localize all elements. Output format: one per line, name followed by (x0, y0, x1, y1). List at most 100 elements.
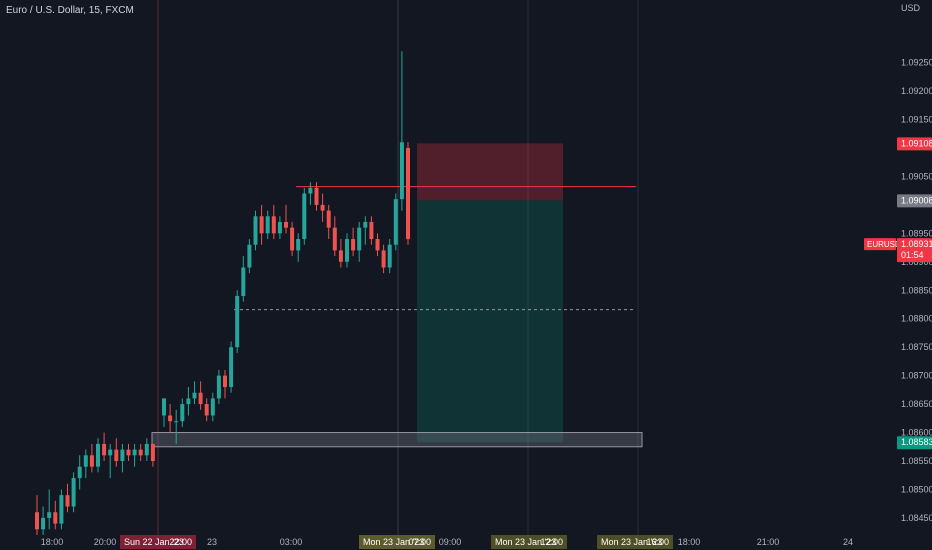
time-tick-label: 23 (207, 537, 217, 547)
candle (308, 182, 313, 205)
candle-body (59, 495, 64, 524)
candle (83, 449, 88, 479)
symbol-title: Euro / U.S. Dollar, 15, FXCM (6, 5, 134, 16)
candle-body (308, 187, 313, 194)
target-price-tag: 1.08583 (897, 436, 932, 450)
candle-body (302, 193, 307, 240)
candle (253, 210, 258, 251)
candle (210, 392, 215, 422)
candle (265, 210, 270, 240)
candle-body (174, 421, 179, 423)
candle (71, 472, 76, 513)
price-tick-label: 1.08550 (901, 456, 932, 466)
position-right-time-tag-date: Mon 23 Jan '23 (601, 537, 662, 547)
candle-body (96, 443, 100, 467)
candle-body (108, 449, 113, 456)
price-tick-label: 1.09050 (901, 171, 932, 181)
candle (369, 216, 374, 245)
candle (108, 443, 113, 479)
candle (235, 290, 240, 353)
stop-price-tag-bg (897, 137, 932, 151)
candle (387, 239, 392, 274)
candle-body (47, 512, 52, 518)
price-axis[interactable]: USD1.092501.092001.091501.090501.089501.… (864, 0, 932, 550)
target-price-tag-bg (897, 436, 932, 450)
candle (357, 221, 362, 262)
candle (241, 256, 246, 302)
candle (180, 398, 185, 427)
time-tick-label: 18:00 (678, 537, 701, 547)
position-left-time-tag-time: 12:00 (540, 537, 563, 547)
candle (186, 387, 191, 416)
stop-price-tag: 1.09108 (897, 137, 932, 151)
candle (126, 443, 131, 462)
candle-body (216, 375, 221, 399)
candle (345, 233, 349, 268)
candle-body (229, 347, 234, 388)
candle (138, 443, 143, 462)
position-left-time-tag-date: Mon 23 Jan '23 (495, 537, 556, 547)
chart-grid (157, 0, 639, 535)
price-tick-label: 1.08600 (901, 428, 932, 438)
candle-body (259, 216, 264, 234)
candle-body (387, 244, 392, 268)
position-right-time-tag-bg (597, 535, 673, 549)
candle-body (144, 443, 149, 456)
cursor-time-tag-bg (359, 535, 435, 549)
price-tick-label: 1.08850 (901, 285, 932, 295)
candle (144, 438, 149, 462)
candle-body (241, 267, 246, 296)
price-tick-label: 1.08700 (901, 371, 932, 381)
stop-loss-zone (417, 143, 563, 201)
candle (406, 142, 410, 245)
candle-body (247, 244, 252, 268)
candle (77, 455, 82, 490)
candle (150, 443, 155, 467)
candle-body (381, 250, 386, 268)
price-tick-label: 1.09200 (901, 86, 932, 96)
candle (47, 489, 52, 530)
candle (296, 233, 301, 262)
candle-body (83, 455, 88, 467)
candle (65, 483, 70, 513)
candle-body (284, 221, 288, 228)
session-start-tag-time: 22:00 (169, 537, 192, 547)
stop-price-tag-text: 1.09108 (901, 138, 932, 148)
countdown-text: 01:54 (901, 250, 924, 260)
cursor-time-tag-time: 07:00 (408, 537, 431, 547)
candle-body (363, 221, 368, 228)
candle (223, 369, 227, 399)
candle-body (168, 415, 173, 422)
candle (332, 216, 337, 257)
candle (59, 489, 64, 530)
candle (363, 216, 368, 245)
symbol-tag-bg (864, 238, 896, 251)
price-tick-label: 1.08950 (901, 228, 932, 238)
candle-body (320, 204, 325, 211)
time-tick-label: 18:00 (41, 537, 64, 547)
price-tick-label: 1.09250 (901, 58, 932, 68)
candle-body (138, 449, 143, 456)
candle (314, 182, 319, 211)
candle (192, 381, 197, 405)
candle-body (77, 466, 82, 479)
time-axis[interactable]: 18:00 20:00 23 03:00 09:00 18:00 21:00 24 Sun 22… (0, 535, 895, 550)
target-price-tag-text: 1.08583 (901, 437, 932, 447)
candle-body (271, 216, 276, 234)
candle (41, 506, 46, 535)
candle-body (132, 449, 137, 456)
candle-body (186, 398, 191, 405)
candle (259, 204, 264, 245)
candle (284, 204, 288, 234)
candle-body (53, 512, 58, 524)
candle-body (65, 495, 70, 507)
candle-body (102, 443, 107, 456)
candle (399, 51, 404, 211)
candle (271, 204, 276, 240)
candle-body (162, 398, 166, 416)
price-tick-label: 1.08450 (901, 513, 932, 523)
